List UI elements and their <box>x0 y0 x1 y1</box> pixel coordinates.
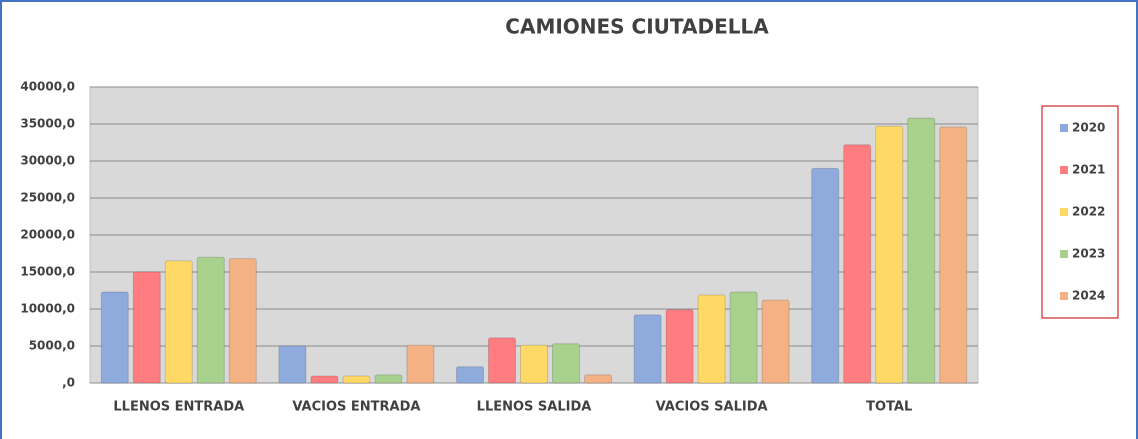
bar <box>100 291 129 384</box>
bar <box>811 167 840 384</box>
bar <box>488 337 516 384</box>
bar <box>342 375 371 384</box>
bar <box>939 126 968 384</box>
y-tick-label: 40000,0 <box>20 80 75 94</box>
bar <box>310 375 339 384</box>
bar <box>761 299 790 384</box>
legend-label: 2020 <box>1072 121 1105 135</box>
bar <box>228 258 257 384</box>
legend-label: 2021 <box>1072 163 1105 177</box>
legend-label: 2022 <box>1072 205 1105 219</box>
legend-swatch <box>1060 250 1068 258</box>
bar <box>552 343 580 384</box>
x-tick-label: TOTAL <box>866 400 912 415</box>
bar <box>164 260 193 384</box>
y-tick-label: 30000,0 <box>20 154 75 168</box>
y-tick-label: 20000,0 <box>20 228 75 242</box>
y-tick-label: 10000,0 <box>20 302 75 316</box>
y-tick-label: 5000,0 <box>29 339 75 353</box>
y-tick-label: 35000,0 <box>20 117 75 131</box>
bar <box>584 374 612 384</box>
x-tick-label: VACIOS SALIDA <box>656 400 768 415</box>
bar <box>697 294 726 384</box>
bar <box>520 344 548 384</box>
legend-swatch <box>1060 124 1068 132</box>
bar <box>907 117 936 384</box>
y-tick-label: ,0 <box>62 376 75 390</box>
bar <box>456 366 484 384</box>
x-tick-label: LLENOS ENTRADA <box>113 400 244 415</box>
x-tick-label: LLENOS SALIDA <box>477 400 592 415</box>
legend-swatch <box>1060 292 1068 300</box>
bar <box>406 344 435 384</box>
legend-label: 2023 <box>1072 247 1105 261</box>
bar <box>374 374 403 384</box>
legend-swatch <box>1060 166 1068 174</box>
bar <box>196 256 225 384</box>
bar <box>132 271 161 384</box>
legend-label: 2024 <box>1072 289 1105 303</box>
bar <box>633 314 662 384</box>
y-tick-label: 15000,0 <box>20 265 75 279</box>
x-tick-label: VACIOS ENTRADA <box>292 400 420 415</box>
legend-swatch <box>1060 208 1068 216</box>
bar <box>278 345 307 384</box>
chart-title: CAMIONES CIUTADELLA <box>505 15 769 39</box>
y-tick-label: 25000,0 <box>20 191 75 205</box>
bar <box>843 144 872 384</box>
bar <box>875 125 904 384</box>
bar <box>665 309 694 384</box>
bar <box>729 291 758 384</box>
legend-box <box>1041 105 1119 319</box>
